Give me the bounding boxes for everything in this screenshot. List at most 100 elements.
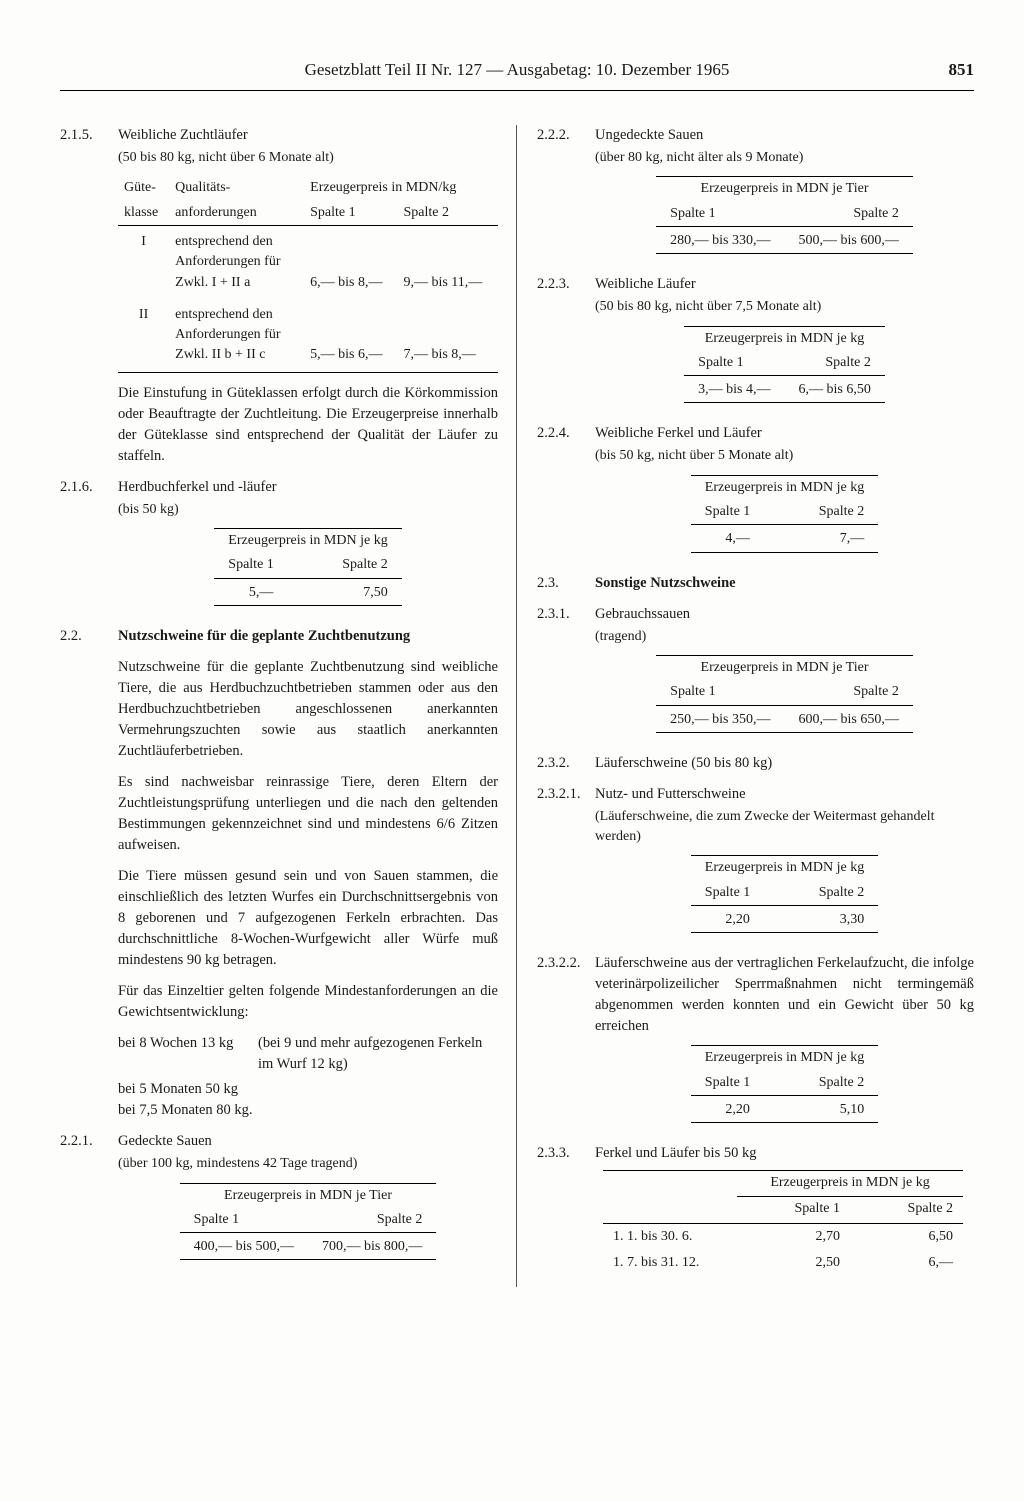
section-subtitle: (bis 50 kg) xyxy=(118,500,498,520)
sp1: Spalte 1 xyxy=(656,202,784,227)
sp2: Spalte 2 xyxy=(308,553,402,578)
section-subtitle: (50 bis 80 kg, nicht über 6 Monate alt) xyxy=(118,148,498,168)
section-title: Ungedeckte Sauen xyxy=(595,125,974,146)
price-header: Erzeugerpreis in MDN je kg xyxy=(737,1171,963,1196)
running-header: Gesetzblatt Teil II Nr. 127 — Ausgabetag… xyxy=(60,60,974,91)
val2: 700,— bis 800,— xyxy=(308,1233,436,1260)
r2-date: 1. 7. bis 31. 12. xyxy=(603,1250,737,1276)
section-title: Ferkel und Läufer bis 50 kg xyxy=(595,1143,974,1164)
sp1: Spalte 1 xyxy=(180,1208,308,1233)
section-title: Nutz- und Futterschweine xyxy=(595,784,974,805)
r2-class: II xyxy=(118,299,169,372)
section-title: Weibliche Läufer xyxy=(595,274,974,295)
section-title: Weibliche Zuchtläufer xyxy=(118,125,498,146)
r1-p2: 9,— bis 11,— xyxy=(397,225,498,298)
quality-class-table: Güte- Qualitäts- Erzeugerpreis in MDN/kg… xyxy=(118,176,498,372)
sp1: Spalte 1 xyxy=(691,881,785,906)
r2-v2: 6,— xyxy=(850,1250,963,1276)
r1-class: I xyxy=(118,225,169,298)
section-subtitle: (über 80 kg, nicht älter als 9 Monate) xyxy=(595,148,974,168)
price-table: Erzeugerpreis in MDN je Tier Spalte 1Spa… xyxy=(656,176,913,254)
section-2-3-2-2: 2.3.2.2. Läuferschweine aus der vertragl… xyxy=(537,953,974,1133)
req-line-1: bei 8 Wochen 13 kg (bei 9 und mehr aufge… xyxy=(118,1033,498,1075)
two-column-layout: 2.1.5. Weibliche Zuchtläufer (50 bis 80 … xyxy=(60,125,974,1287)
r2-p2: 7,— bis 8,— xyxy=(397,299,498,372)
price-header: Erzeugerpreis in MDN je kg xyxy=(684,326,885,351)
sp2: Spalte 2 xyxy=(785,680,913,705)
th-sp2: Spalte 2 xyxy=(397,201,498,226)
r2-req: entsprechend den Anforde­rungen für Zwkl… xyxy=(169,299,304,372)
section-title: Gebrauchssauen xyxy=(595,604,974,625)
section-number: 2.2.3. xyxy=(537,274,595,413)
val1: 4,— xyxy=(691,525,785,552)
para-1: Nutzschweine für die geplante Zuchtbenut… xyxy=(118,657,498,762)
val1: 3,— bis 4,— xyxy=(684,376,784,403)
price-header: Erzeugerpreis in MDN je Tier xyxy=(656,655,913,680)
section-2-2: 2.2. Nutzschweine für die geplante Zucht… xyxy=(60,626,498,1121)
val2: 5,10 xyxy=(785,1096,879,1123)
section-number: 2.2.1. xyxy=(60,1131,118,1270)
th-price: Erzeugerpreis in MDN/kg xyxy=(304,176,498,200)
section-title: Weibliche Ferkel und Läufer xyxy=(595,423,974,444)
section-number: 2.3.2.2. xyxy=(537,953,595,1133)
price-table: Erzeugerpreis in MDN je kg Spalte 1Spalt… xyxy=(214,528,401,606)
price-header: Erzeugerpreis in MDN je Tier xyxy=(656,177,913,202)
section-2-3-3: 2.3.3. Ferkel und Läufer bis 50 kg Erzeu… xyxy=(537,1143,974,1276)
para-2: Es sind nachweisbar reinrassige Tiere, d… xyxy=(118,772,498,856)
right-column: 2.2.2. Ungedeckte Sauen (über 80 kg, nic… xyxy=(517,125,974,1287)
th-gute-a: Güte- xyxy=(118,176,169,200)
section-number: 2.1.6. xyxy=(60,477,118,616)
section-2-1-6: 2.1.6. Herdbuchferkel und -läufer (bis 5… xyxy=(60,477,498,616)
section-number: 2.2. xyxy=(60,626,118,1121)
sp2: Spalte 2 xyxy=(785,500,879,525)
section-2-1-5: 2.1.5. Weibliche Zuchtläufer (50 bis 80 … xyxy=(60,125,498,467)
sp1: Spalte 1 xyxy=(691,500,785,525)
section-number: 2.1.5. xyxy=(60,125,118,467)
section-note: Die Einstufung in Güteklassen erfolgt du… xyxy=(118,383,498,467)
section-number: 2.3.2.1. xyxy=(537,784,595,944)
section-subtitle: (Läuferschweine, die zum Zwecke der Weit… xyxy=(595,807,974,848)
price-header: Erzeugerpreis in MDN je kg xyxy=(691,475,878,500)
req-line-2: bei 5 Monaten 50 kg xyxy=(118,1079,498,1100)
sp2: Spalte 2 xyxy=(785,1071,879,1096)
section-2-2-3: 2.2.3. Weibliche Läufer (50 bis 80 kg, n… xyxy=(537,274,974,413)
val2: 6,— bis 6,50 xyxy=(785,376,885,403)
sp2: Spalte 2 xyxy=(785,351,885,376)
val2: 7,50 xyxy=(308,578,402,605)
r1-req: entsprechend den Anforde­rungen für Zwkl… xyxy=(169,225,304,298)
val1: 2,20 xyxy=(691,906,785,933)
val1: 2,20 xyxy=(691,1096,785,1123)
section-title: Sonstige Nutzschweine xyxy=(595,573,974,594)
val1: 400,— bis 500,— xyxy=(180,1233,308,1260)
th-sp1: Spalte 1 xyxy=(304,201,397,226)
val2: 500,— bis 600,— xyxy=(785,226,913,253)
section-2-3-2-1: 2.3.2.1. Nutz- und Futterschweine (Läufe… xyxy=(537,784,974,944)
para-3: Die Tiere müssen gesund sein und von Sau… xyxy=(118,866,498,971)
page: Gesetzblatt Teil II Nr. 127 — Ausgabetag… xyxy=(0,0,1024,1501)
th-qual-b: anforderungen xyxy=(169,201,304,226)
section-2-2-1: 2.2.1. Gedeckte Sauen (über 100 kg, mind… xyxy=(60,1131,498,1270)
sp1: Spalte 1 xyxy=(214,553,308,578)
price-table: Erzeugerpreis in MDN je Tier Spalte 1Spa… xyxy=(180,1183,437,1261)
section-2-3: 2.3. Sonstige Nutzschweine xyxy=(537,573,974,594)
section-title: Herdbuchferkel und -läufer xyxy=(118,477,498,498)
val2: 3,30 xyxy=(785,906,879,933)
price-header: Erzeugerpreis in MDN je Tier xyxy=(180,1183,437,1208)
left-column: 2.1.5. Weibliche Zuchtläufer (50 bis 80 … xyxy=(60,125,517,1287)
sp2: Spalte 2 xyxy=(850,1196,963,1223)
sp2: Spalte 2 xyxy=(785,881,879,906)
req-l1a: bei 8 Wochen 13 kg xyxy=(118,1033,258,1075)
val1: 5,— xyxy=(214,578,308,605)
th-qual-a: Qualitäts- xyxy=(169,176,304,200)
page-number: 851 xyxy=(949,60,975,80)
sp1: Spalte 1 xyxy=(737,1196,850,1223)
price-table: Erzeugerpreis in MDN je kg Spalte 1Spalt… xyxy=(691,855,878,933)
sp2: Spalte 2 xyxy=(308,1208,436,1233)
section-title: Läuferschweine aus der vertraglichen Fer… xyxy=(595,953,974,1037)
price-header: Erzeugerpreis in MDN je kg xyxy=(691,1046,878,1071)
section-number: 2.3.2. xyxy=(537,753,595,774)
section-2-3-1: 2.3.1. Gebrauchssauen (tragend) Erzeuger… xyxy=(537,604,974,743)
section-number: 2.3.1. xyxy=(537,604,595,743)
price-table: Erzeugerpreis in MDN je kg Spalte 1Spalt… xyxy=(691,1045,878,1123)
section-2-2-4: 2.2.4. Weibliche Ferkel und Läufer (bis … xyxy=(537,423,974,562)
